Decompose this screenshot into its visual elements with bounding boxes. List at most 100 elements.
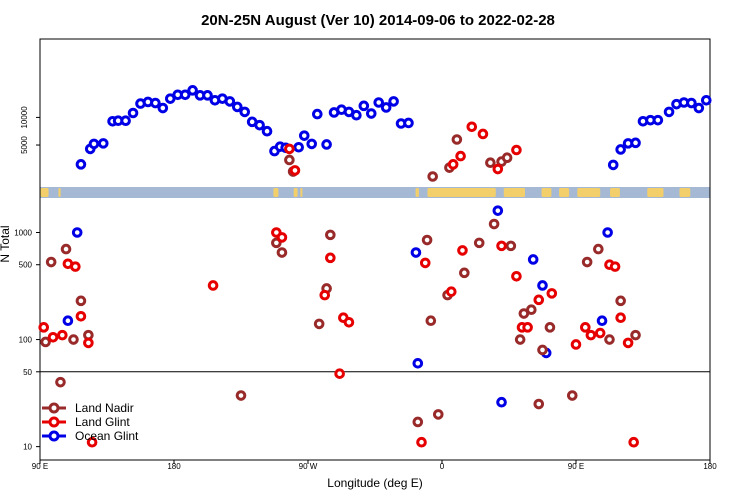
point-land-glint	[325, 252, 336, 264]
legend-marker-land-nadir	[48, 402, 60, 414]
point-land-nadir	[313, 318, 325, 330]
point-land-nadir	[432, 409, 444, 420]
point-ocean-glint	[693, 102, 705, 114]
point-land-glint	[57, 329, 68, 341]
legend-label-land-nadir: Land Nadir	[75, 401, 134, 415]
point-land-glint	[455, 150, 466, 162]
y-axis-label: N Total	[0, 225, 12, 262]
point-land-glint	[533, 294, 545, 306]
point-land-glint	[615, 312, 626, 324]
point-land-glint	[276, 232, 288, 243]
y-tick-label: 50	[23, 368, 32, 377]
land-patch	[58, 188, 61, 197]
legend-item-ocean-glint: Ocean Glint	[42, 429, 139, 443]
point-land-glint	[83, 337, 94, 349]
y-tick-label: 10	[23, 443, 32, 452]
point-ocean-glint	[231, 101, 243, 113]
land-patch	[679, 188, 691, 197]
y-tick-label: 1000	[14, 228, 32, 237]
point-ocean-glint	[410, 247, 422, 258]
point-land-glint	[522, 322, 533, 333]
point-land-glint	[594, 327, 606, 339]
point-ocean-glint	[351, 109, 362, 121]
point-land-nadir	[55, 376, 66, 388]
land-ocean-band	[40, 187, 710, 198]
land-patch	[40, 188, 49, 197]
y-tick-label: 100	[19, 336, 33, 345]
point-land-nadir	[40, 336, 51, 348]
point-land-glint	[609, 261, 621, 272]
point-land-glint	[457, 245, 468, 256]
point-land-nadir	[45, 256, 57, 268]
point-ocean-glint	[261, 125, 273, 137]
x-axis: 90 E 180 90 W 0 90 E 180	[32, 460, 717, 471]
point-land-nadir	[593, 243, 604, 255]
chart-title: 20N-25N August (Ver 10) 2014-09-06 to 20…	[201, 12, 555, 29]
land-patch	[559, 188, 570, 197]
point-land-glint	[492, 163, 504, 175]
point-land-nadir	[566, 390, 578, 401]
land-patch	[415, 188, 419, 197]
point-ocean-glint	[537, 280, 548, 291]
point-land-nadir	[284, 154, 295, 166]
point-land-glint	[580, 322, 591, 333]
legend-item-land-nadir: Land Nadir	[42, 401, 134, 415]
legend: Land Nadir Land Glint Ocean Glint	[42, 401, 139, 443]
point-land-nadir	[425, 315, 437, 327]
legend-marker-ocean-glint	[48, 430, 60, 442]
point-land-glint	[511, 270, 522, 282]
point-ocean-glint	[88, 138, 100, 150]
x-tick-label: 90 E	[32, 462, 48, 471]
point-land-glint	[70, 261, 81, 272]
point-land-glint	[343, 316, 355, 328]
x-tick-label: 90 E	[568, 462, 584, 471]
x-axis-label: Longitude (deg E)	[327, 476, 422, 490]
x-tick-label: 90 W	[299, 462, 318, 471]
point-land-glint	[75, 310, 87, 322]
point-land-glint	[511, 144, 522, 156]
point-land-glint	[334, 368, 345, 379]
point-ocean-glint	[150, 97, 161, 109]
y-tick-label: 500	[19, 261, 33, 270]
point-ocean-glint	[127, 107, 139, 119]
point-land-glint	[622, 337, 634, 349]
point-land-nadir	[60, 243, 72, 255]
point-land-glint	[284, 143, 295, 155]
point-land-nadir	[505, 240, 517, 252]
point-ocean-glint	[71, 227, 83, 238]
point-land-nadir	[537, 344, 548, 356]
point-ocean-glint	[358, 100, 370, 112]
point-land-nadir	[68, 334, 79, 345]
point-land-glint	[47, 331, 59, 343]
point-ocean-glint	[157, 102, 169, 114]
point-land-glint	[447, 159, 459, 170]
point-ocean-glint	[187, 85, 198, 96]
point-land-nadir	[427, 171, 438, 182]
point-land-nadir	[501, 152, 513, 164]
plot-frame	[39, 38, 711, 461]
point-land-nadir	[451, 134, 463, 145]
point-land-glint	[207, 280, 219, 291]
data-points	[38, 85, 712, 448]
point-land-nadir	[235, 390, 247, 401]
point-ocean-glint	[239, 106, 251, 118]
point-ocean-glint	[380, 102, 392, 113]
y-tick-label: 5000	[20, 136, 29, 154]
legend-item-land-glint: Land Glint	[42, 415, 130, 429]
x-tick-label: 0	[440, 462, 445, 471]
land-patch	[293, 188, 298, 197]
point-ocean-glint	[607, 159, 619, 171]
point-land-nadir	[526, 304, 537, 316]
point-ocean-glint	[62, 315, 74, 327]
point-land-nadir	[485, 157, 496, 169]
point-land-glint	[466, 121, 478, 133]
point-land-nadir	[412, 416, 424, 428]
point-land-glint	[477, 128, 489, 140]
point-land-nadir	[615, 295, 626, 307]
point-ocean-glint	[75, 159, 87, 170]
point-land-glint	[446, 286, 457, 297]
point-ocean-glint	[321, 139, 332, 150]
land-patch	[541, 188, 552, 197]
point-land-glint	[289, 165, 301, 176]
